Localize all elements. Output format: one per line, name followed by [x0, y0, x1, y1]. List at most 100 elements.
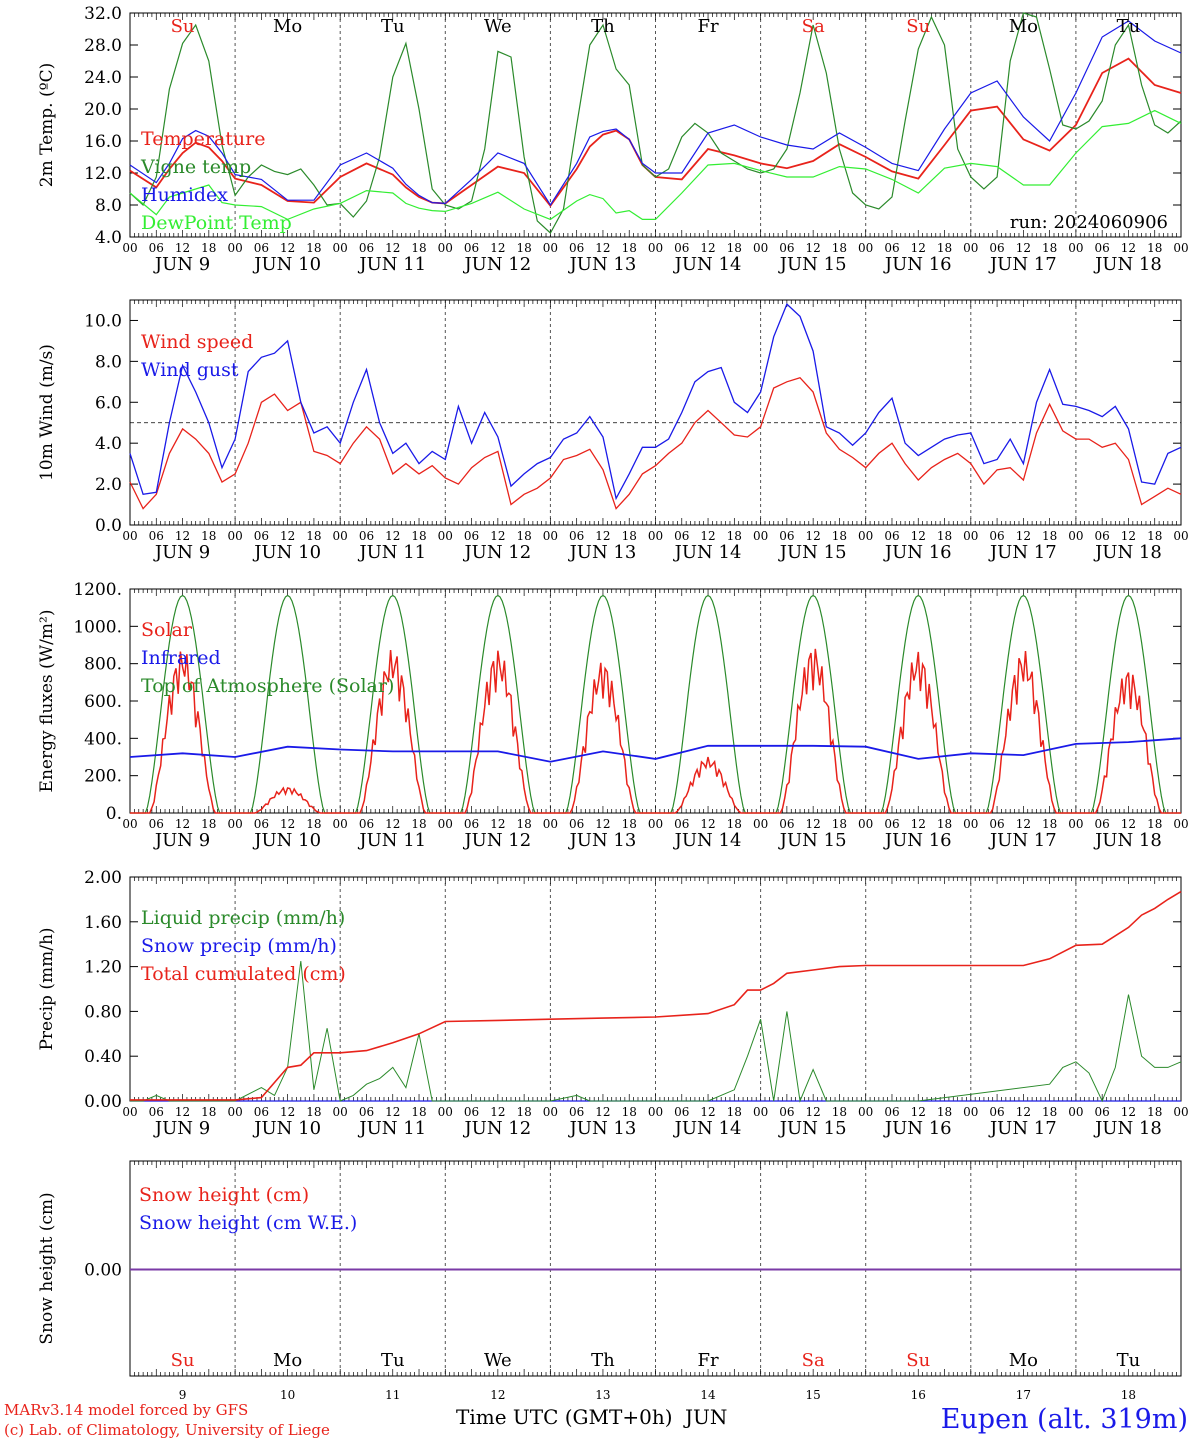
hour-tick-label: 12: [490, 1105, 505, 1119]
hour-tick-label: 06: [359, 1105, 374, 1119]
hour-tick-label: 06: [359, 529, 374, 543]
weekday-label: We: [484, 16, 512, 37]
hour-tick-label: 18: [411, 1105, 426, 1119]
hour-tick-label: 18: [306, 241, 321, 255]
hour-tick-label: 12: [280, 817, 295, 831]
hour-tick-label: 12: [700, 241, 715, 255]
credit-line-1: MARv3.14 model forced by GFS: [4, 1401, 248, 1419]
legend-entry: Temperature: [141, 128, 265, 150]
legend-entry: Solar: [141, 619, 193, 641]
hour-tick-label: 00: [543, 241, 558, 255]
series-line: [130, 648, 1181, 814]
credit-line-2: (c) Lab. of Climatology, University of L…: [4, 1421, 330, 1439]
y-tick-label: 0.00: [84, 1261, 122, 1281]
weekday-label: We: [484, 1350, 512, 1371]
weekday-label: Fr: [698, 1350, 719, 1371]
hour-tick-label: 18: [727, 241, 742, 255]
hour-tick-label: 00: [543, 529, 558, 543]
hour-tick-label: 06: [254, 529, 269, 543]
series-line: [130, 960, 1182, 1103]
hour-tick-label: 00: [963, 1105, 978, 1119]
weekday-label: Mo: [273, 1350, 302, 1371]
date-label: JUN 11: [357, 254, 426, 275]
date-label: JUN 17: [988, 542, 1057, 563]
hour-tick-label: 12: [806, 1105, 821, 1119]
hour-tick-label: 06: [254, 241, 269, 255]
date-label: JUN 12: [462, 1118, 531, 1139]
hour-tick-label: 18: [937, 817, 952, 831]
date-label: JUN 14: [673, 1118, 742, 1139]
weekday-label: Tu: [1117, 1350, 1141, 1371]
series-line: [129, 20, 1182, 207]
date-label: JUN 9: [153, 1118, 210, 1139]
hour-tick-label: 06: [1095, 817, 1110, 831]
hour-tick-label: 00: [963, 241, 978, 255]
hour-tick-label: 18: [516, 241, 531, 255]
hour-tick-label: 00: [1173, 1105, 1188, 1119]
hour-tick-label: 12: [490, 817, 505, 831]
hour-tick-label: 06: [359, 817, 374, 831]
hour-tick-label: 12: [595, 529, 610, 543]
hour-tick-label: 00: [333, 1105, 348, 1119]
y-tick-label: 800.: [84, 655, 122, 675]
hour-tick-label: 00: [122, 241, 137, 255]
date-label: JUN 13: [568, 542, 637, 563]
y-tick-label: 0.: [106, 804, 122, 824]
y-tick-label: 28.0: [84, 36, 122, 56]
hour-tick-label: 06: [149, 817, 164, 831]
hour-tick-label: 12: [595, 241, 610, 255]
date-label: JUN 11: [357, 1118, 426, 1139]
hour-tick-label: 12: [700, 1105, 715, 1119]
hour-tick-label: 00: [858, 529, 873, 543]
plot-frame: [129, 588, 1182, 814]
hour-tick-label: 00: [963, 817, 978, 831]
hour-tick-label: 00: [753, 817, 768, 831]
hour-tick-label: 12: [385, 1105, 400, 1119]
hour-tick-label: 06: [254, 1105, 269, 1119]
hour-tick-label: 12: [490, 241, 505, 255]
hour-tick-label: 06: [464, 529, 479, 543]
hour-tick-label: 18: [516, 1105, 531, 1119]
y-tick-label: 1000.: [73, 617, 122, 637]
weekday-label: Su: [906, 1350, 930, 1371]
day-number: 13: [595, 1388, 610, 1402]
series-line: [129, 12, 1182, 234]
hour-tick-label: 06: [779, 817, 794, 831]
temperature-panel: 00 06 12 18 00 06 12 18 00 06 12 18 00 06 12 18 00 06 12 18…: [37, 4, 1189, 275]
hour-tick-label: 18: [201, 529, 216, 543]
y-tick-label: 4.0: [95, 434, 122, 454]
y-tick-label: 2.0: [95, 475, 122, 495]
hour-tick-label: 12: [1016, 529, 1031, 543]
y-tick-label: 1.60: [84, 913, 122, 933]
hour-tick-label: 12: [175, 817, 190, 831]
hour-tick-label: 00: [1068, 241, 1083, 255]
hour-tick-label: 18: [516, 817, 531, 831]
hour-tick-label: 12: [280, 241, 295, 255]
hour-tick-label: 00: [648, 241, 663, 255]
y-tick-label: 8.0: [95, 352, 122, 372]
legend-entry: Total cumulated (cm): [141, 963, 346, 985]
hour-tick-label: 12: [1016, 241, 1031, 255]
legend-entry: Snow height (cm W.E.): [139, 1212, 357, 1234]
weekday-label: Su: [171, 16, 195, 37]
hour-tick-label: 00: [438, 241, 453, 255]
weekday-label: Th: [591, 16, 615, 37]
weekday-label: Th: [591, 1350, 615, 1371]
hour-tick-label: 12: [1121, 529, 1136, 543]
hour-tick-label: 12: [911, 1105, 926, 1119]
date-label: JUN 12: [462, 830, 531, 851]
hour-tick-label: 18: [727, 529, 742, 543]
plot-frame: [129, 299, 1182, 526]
hour-tick-label: 12: [280, 529, 295, 543]
y-tick-label: 0.80: [84, 1002, 122, 1022]
hour-tick-label: 12: [385, 817, 400, 831]
hour-tick-label: 12: [595, 817, 610, 831]
precip-panel: 00 06 12 18 00 06 12 18 00 06 12 18 00 06 12 18 00 06 12 18…: [37, 868, 1189, 1139]
date-label: JUN 17: [988, 1118, 1057, 1139]
y-tick-label: 6.0: [95, 393, 122, 413]
hour-tick-label: 18: [306, 817, 321, 831]
hour-tick-label: 12: [385, 241, 400, 255]
hour-tick-label: 12: [911, 241, 926, 255]
hour-tick-label: 00: [543, 1105, 558, 1119]
